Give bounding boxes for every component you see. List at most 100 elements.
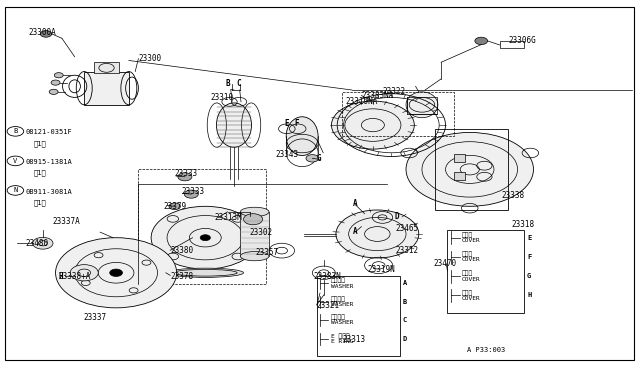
Text: G: G	[317, 154, 322, 163]
Text: カバー: カバー	[462, 232, 474, 238]
Ellipse shape	[241, 251, 269, 261]
Text: C: C	[403, 317, 407, 323]
Text: 23480: 23480	[26, 239, 49, 248]
Text: 23300A: 23300A	[28, 28, 56, 37]
Text: H: H	[59, 272, 63, 280]
Circle shape	[40, 31, 52, 37]
Text: （1）: （1）	[33, 140, 46, 147]
Circle shape	[244, 214, 262, 225]
Text: 23343: 23343	[275, 150, 298, 159]
Text: 23337: 23337	[83, 312, 106, 321]
Text: E: E	[527, 235, 531, 241]
Text: WASHER: WASHER	[331, 302, 353, 307]
Text: カバー: カバー	[462, 290, 474, 295]
Text: 23383N: 23383N	[314, 272, 341, 281]
Text: （1）: （1）	[33, 170, 46, 176]
Ellipse shape	[241, 207, 269, 217]
Text: （1）: （1）	[33, 199, 46, 206]
Text: 0B911-3081A: 0B911-3081A	[26, 189, 72, 195]
Text: 23383NA: 23383NA	[362, 91, 394, 100]
Circle shape	[54, 73, 63, 78]
Ellipse shape	[286, 117, 318, 155]
Circle shape	[178, 173, 192, 181]
Text: 23378: 23378	[170, 272, 193, 281]
Bar	[454, 154, 465, 162]
Circle shape	[332, 101, 414, 149]
Text: D: D	[403, 336, 407, 342]
Bar	[241, 212, 269, 256]
Text: 23337A: 23337A	[52, 217, 80, 225]
Text: 23322: 23322	[383, 87, 406, 96]
Text: G: G	[527, 273, 531, 279]
Text: ワッシャ: ワッシャ	[331, 296, 346, 302]
Text: 23310: 23310	[211, 93, 234, 102]
Text: B: B	[226, 79, 230, 88]
Text: C: C	[236, 79, 241, 88]
Text: A P33:003: A P33:003	[467, 347, 505, 353]
Circle shape	[475, 37, 488, 45]
Ellipse shape	[406, 92, 438, 118]
Text: 23333: 23333	[181, 187, 204, 196]
Text: 23380: 23380	[170, 246, 193, 255]
Text: カバー: カバー	[462, 271, 474, 276]
Text: B: B	[13, 128, 17, 134]
Text: WASHER: WASHER	[331, 283, 353, 289]
Text: B: B	[403, 299, 407, 305]
Circle shape	[306, 155, 319, 162]
Ellipse shape	[216, 103, 252, 147]
Text: F: F	[294, 119, 299, 128]
Bar	[435, 129, 508, 210]
Text: WASHER: WASHER	[331, 321, 353, 326]
Text: A: A	[353, 227, 357, 236]
Bar	[342, 92, 454, 136]
Bar	[500, 41, 524, 48]
Text: 23379: 23379	[164, 202, 187, 211]
Text: 23465: 23465	[395, 224, 419, 233]
Text: 23318: 23318	[511, 220, 534, 229]
Text: H: H	[527, 292, 531, 298]
Circle shape	[336, 210, 419, 258]
Text: 08915-1381A: 08915-1381A	[26, 159, 72, 165]
Text: 23312: 23312	[395, 246, 419, 255]
Circle shape	[33, 237, 53, 249]
Text: E RING: E RING	[331, 339, 353, 344]
Circle shape	[49, 89, 58, 94]
Ellipse shape	[167, 268, 244, 278]
Text: 23302: 23302	[250, 228, 273, 237]
Text: ワッシャ: ワッシャ	[331, 315, 346, 320]
Text: 23319NA: 23319NA	[346, 97, 378, 106]
Text: COVER: COVER	[462, 238, 481, 243]
Text: A: A	[403, 280, 407, 286]
Text: F: F	[527, 254, 531, 260]
Text: COVER: COVER	[462, 276, 481, 282]
Circle shape	[151, 206, 259, 269]
Text: 23306G: 23306G	[508, 36, 536, 45]
Text: COVER: COVER	[462, 296, 481, 301]
Text: COVER: COVER	[462, 257, 481, 262]
Circle shape	[406, 132, 534, 206]
Bar	[317, 276, 399, 356]
Text: 23321: 23321	[317, 301, 340, 311]
Circle shape	[184, 190, 198, 198]
Text: N: N	[13, 187, 17, 193]
Text: 23319N: 23319N	[368, 264, 396, 273]
Bar	[138, 169, 266, 284]
Text: A: A	[353, 199, 357, 208]
Text: ワッシャ: ワッシャ	[331, 278, 346, 283]
Text: E リング: E リング	[331, 333, 349, 339]
Text: D: D	[394, 212, 399, 221]
Text: カバー: カバー	[462, 251, 474, 257]
Bar	[454, 172, 465, 180]
Bar	[407, 97, 436, 114]
Circle shape	[51, 80, 60, 85]
Bar	[84, 71, 129, 105]
Circle shape	[109, 269, 122, 276]
Text: 23300: 23300	[138, 54, 161, 63]
Text: 08121-0351F: 08121-0351F	[26, 129, 72, 135]
Text: 23338: 23338	[502, 191, 525, 200]
Circle shape	[200, 235, 211, 241]
Text: 23470: 23470	[433, 259, 456, 268]
Bar	[94, 62, 119, 73]
Circle shape	[56, 238, 177, 308]
Text: 23338+A: 23338+A	[59, 272, 91, 281]
